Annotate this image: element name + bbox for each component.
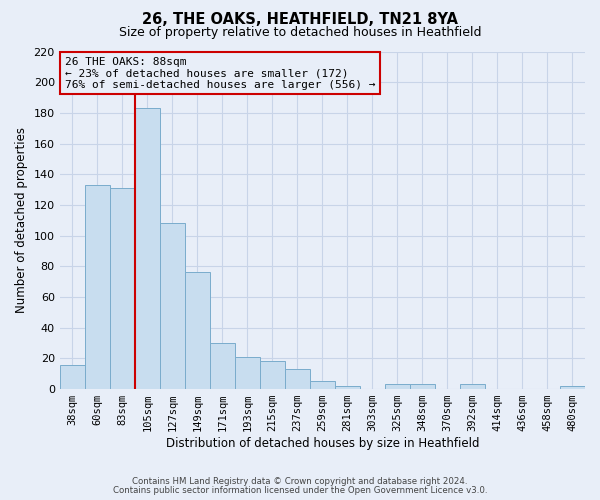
Bar [385, 384, 410, 389]
Text: 26, THE OAKS, HEATHFIELD, TN21 8YA: 26, THE OAKS, HEATHFIELD, TN21 8YA [142, 12, 458, 28]
Text: Size of property relative to detached houses in Heathfield: Size of property relative to detached ho… [119, 26, 481, 39]
Bar [160, 224, 185, 389]
Bar [560, 386, 585, 389]
Text: 26 THE OAKS: 88sqm
← 23% of detached houses are smaller (172)
76% of semi-detach: 26 THE OAKS: 88sqm ← 23% of detached hou… [65, 56, 376, 90]
Bar [210, 343, 235, 389]
X-axis label: Distribution of detached houses by size in Heathfield: Distribution of detached houses by size … [166, 437, 479, 450]
Bar [260, 362, 285, 389]
Text: Contains public sector information licensed under the Open Government Licence v3: Contains public sector information licen… [113, 486, 487, 495]
Bar [235, 357, 260, 389]
Bar [59, 364, 85, 389]
Bar [310, 382, 335, 389]
Bar [185, 272, 210, 389]
Text: Contains HM Land Registry data © Crown copyright and database right 2024.: Contains HM Land Registry data © Crown c… [132, 477, 468, 486]
Bar [285, 369, 310, 389]
Bar [110, 188, 135, 389]
Y-axis label: Number of detached properties: Number of detached properties [15, 128, 28, 314]
Bar [460, 384, 485, 389]
Bar [85, 185, 110, 389]
Bar [135, 108, 160, 389]
Bar [410, 384, 435, 389]
Bar [335, 386, 360, 389]
